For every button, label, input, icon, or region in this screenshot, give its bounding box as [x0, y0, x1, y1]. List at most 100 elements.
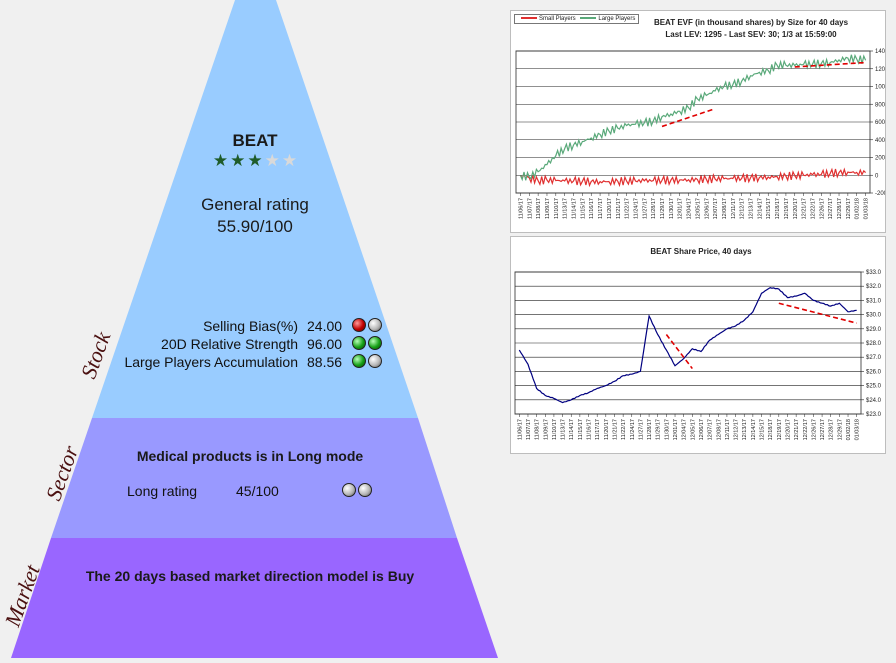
x-tick-label: 11/29/17	[656, 419, 662, 440]
x-tick-label: 01/03/18	[855, 419, 861, 440]
metric-value: 88.56	[307, 354, 343, 370]
x-tick-label: 11/07/17	[526, 419, 532, 440]
y-tick-label: 0	[875, 173, 879, 179]
market-headline: The 20 days based market direction model…	[85, 568, 415, 584]
y-tick-label: 800	[875, 102, 885, 108]
star-filled-icon: ★	[247, 151, 263, 170]
stock-tier	[92, 0, 418, 418]
metric-label: Selling Bias(%)	[203, 318, 298, 334]
legend-large-players: Large Players	[598, 16, 636, 22]
grey-light-icon	[342, 483, 356, 497]
legend-small-players: Small Players	[539, 16, 576, 22]
x-tick-label: 12/18/17	[775, 198, 781, 219]
x-tick-label: 11/24/17	[633, 198, 639, 219]
x-tick-label: 11/10/17	[554, 198, 560, 219]
x-tick-label: 01/03/18	[864, 198, 870, 219]
x-tick-label: 12/01/17	[678, 198, 684, 219]
price-series-line	[518, 286, 857, 404]
y-tick-label: $25.0	[866, 384, 882, 390]
x-tick-label: 12/29/17	[837, 419, 843, 440]
x-tick-label: 12/14/17	[751, 419, 757, 440]
evf-chart-title: BEAT EVF (in thousand shares) by Size fo…	[653, 18, 849, 27]
metric-lights	[350, 317, 382, 333]
y-tick-label: $29.0	[866, 327, 882, 333]
y-tick-label: $33.0	[866, 270, 882, 276]
grey-light-icon	[358, 483, 372, 497]
x-tick-label: 11/09/17	[545, 198, 551, 219]
y-tick-label: $23.0	[866, 412, 882, 418]
evf-chart-panel: Small Players Large Players BEAT EVF (in…	[510, 10, 886, 233]
y-tick-label: 1200	[875, 67, 885, 73]
general-rating-label: General rating	[201, 195, 309, 214]
metric-value: 96.00	[307, 336, 343, 352]
x-tick-label: 12/05/17	[695, 198, 701, 219]
x-tick-label: 11/29/17	[660, 198, 666, 219]
y-tick-label: $31.0	[866, 298, 882, 304]
y-tick-label: $28.0	[866, 341, 882, 347]
x-tick-label: 11/14/17	[569, 419, 575, 440]
x-tick-label: 12/15/17	[766, 198, 772, 219]
x-tick-label: 11/09/17	[543, 419, 549, 440]
x-tick-label: 11/13/17	[561, 419, 567, 440]
x-tick-label: 11/22/17	[621, 419, 627, 440]
x-tick-label: 12/29/17	[846, 198, 852, 219]
x-tick-label: 11/27/17	[642, 198, 648, 219]
x-tick-label: 11/16/17	[589, 198, 595, 219]
x-tick-label: 12/04/17	[687, 198, 693, 219]
x-tick-label: 11/14/17	[572, 198, 578, 219]
price-chart-panel: BEAT Share Price, 40 days $23.0 $24.0 $25.…	[510, 236, 886, 454]
x-tick-label: 01/02/18	[846, 419, 852, 440]
y-tick-label: 1000	[875, 85, 885, 91]
x-tick-label: 12/08/17	[716, 419, 722, 440]
x-tick-label: 11/20/17	[604, 419, 610, 440]
x-tick-label: 12/12/17	[734, 419, 740, 440]
x-tick-label: 12/28/17	[829, 419, 835, 440]
star-empty-icon: ★	[264, 151, 280, 170]
green-light-icon	[352, 336, 366, 350]
rating-pyramid	[11, 0, 498, 658]
y-tick-label: 400	[875, 138, 885, 144]
sector-tier	[51, 418, 457, 538]
x-tick-label: 11/13/17	[563, 198, 569, 219]
evf-chart: -200020040060080010001200140011/06/1711/…	[515, 49, 885, 219]
sector-headline: Medical products is in Long mode	[136, 448, 364, 464]
x-tick-label: 12/04/17	[682, 419, 688, 440]
green-light-icon	[368, 336, 382, 350]
metric-label: Large Players Accumulation	[124, 354, 298, 370]
x-tick-label: 12/15/17	[760, 419, 766, 440]
y-tick-label: 1400	[875, 49, 885, 55]
x-tick-label: 11/21/17	[616, 198, 622, 219]
x-tick-label: 12/21/17	[802, 198, 808, 219]
x-tick-label: 12/13/17	[742, 419, 748, 440]
metric-label: 20D Relative Strength	[161, 336, 298, 352]
market-tier	[11, 538, 498, 658]
x-tick-label: 11/07/17	[527, 198, 533, 219]
x-tick-label: 12/13/17	[749, 198, 755, 219]
x-tick-label: 12/19/17	[784, 198, 790, 219]
x-tick-label: 11/16/17	[587, 419, 593, 440]
sector-rating-value: 45/100	[236, 483, 279, 499]
evf-legend: Small Players Large Players	[514, 14, 640, 24]
price-chart-title: BEAT Share Price, 40 days	[650, 247, 752, 256]
x-tick-label: 12/20/17	[785, 419, 791, 440]
y-tick-label: $24.0	[866, 398, 882, 404]
large-players-series-line	[519, 53, 867, 182]
trend-line	[778, 302, 857, 324]
evf-chart-subtitle: Last LEV: 1295 - Last SEV: 30; 1/3 at 15…	[665, 30, 837, 39]
metric-lights	[350, 335, 382, 351]
x-tick-label: 11/17/17	[595, 419, 601, 440]
y-tick-label: $32.0	[866, 284, 882, 290]
x-tick-label: 11/21/17	[612, 419, 618, 440]
x-tick-label: 11/08/17	[536, 198, 542, 219]
y-tick-label: -200	[875, 191, 885, 197]
small-players-swatch	[521, 17, 537, 20]
general-rating-value: 55.90/100	[217, 217, 293, 236]
sector-lights	[340, 482, 372, 498]
grey-light-icon	[368, 318, 382, 332]
x-tick-label: 11/30/17	[664, 419, 670, 440]
star-empty-icon: ★	[281, 151, 298, 170]
green-light-icon	[352, 354, 366, 368]
x-tick-label: 12/06/17	[699, 419, 705, 440]
x-tick-label: 11/20/17	[607, 198, 613, 219]
x-tick-label: 12/14/17	[757, 198, 763, 219]
